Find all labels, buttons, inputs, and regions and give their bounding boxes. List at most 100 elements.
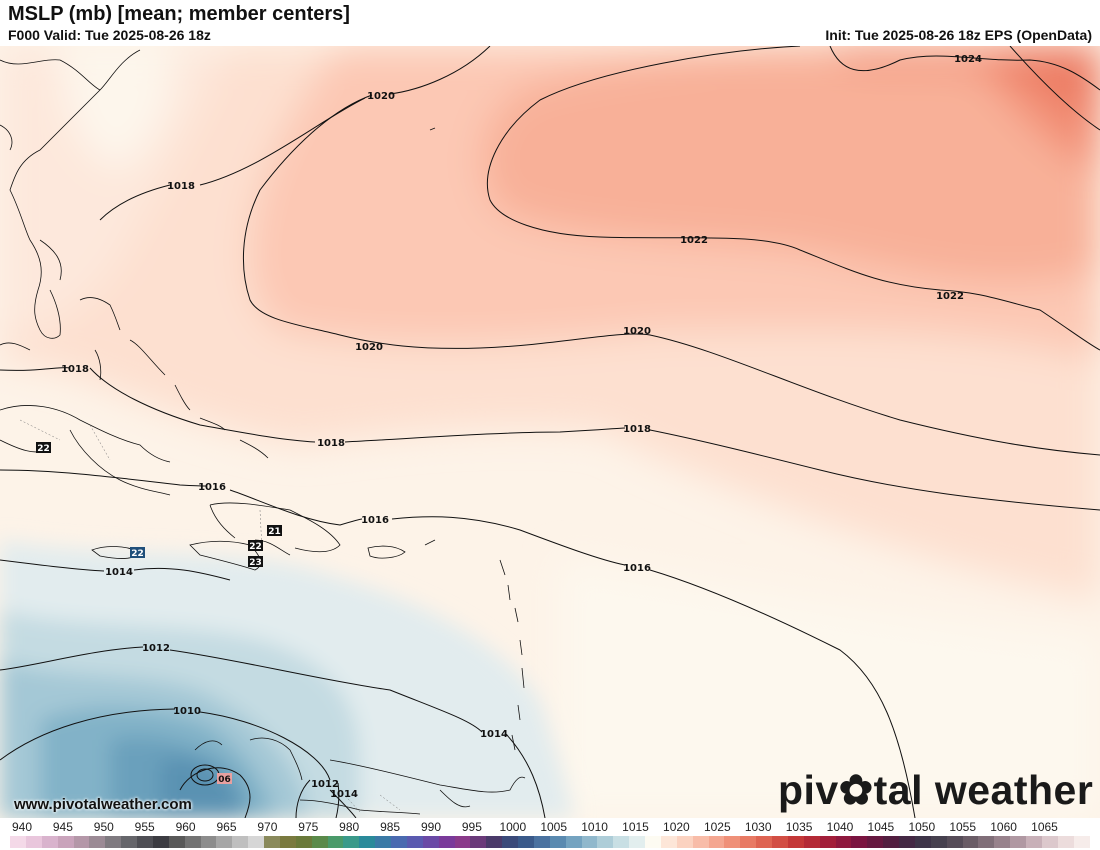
member-center-high: 22 bbox=[36, 442, 51, 454]
isobar-label: 1018 bbox=[167, 181, 195, 192]
scale-swatch bbox=[279, 836, 296, 848]
scale-swatch bbox=[1026, 836, 1042, 848]
scale-swatch bbox=[660, 836, 677, 848]
scale-tick-label: 975 bbox=[298, 820, 319, 834]
scale-swatch bbox=[89, 836, 106, 848]
scale-swatch bbox=[724, 836, 741, 848]
scale-swatch bbox=[740, 836, 757, 848]
scale-swatch bbox=[359, 836, 376, 848]
member-centers: 22 22 21 22 23 06 bbox=[36, 442, 282, 785]
scale-swatch bbox=[25, 836, 42, 848]
scale-tick-label: 985 bbox=[380, 820, 401, 834]
scale-tick-label: 950 bbox=[93, 820, 114, 834]
isobar-label: 1012 bbox=[142, 643, 170, 654]
scale-swatch bbox=[73, 836, 90, 848]
logo-gear-icon: ✿ bbox=[838, 767, 874, 813]
color-scale: 940 945 950 955 960 965 970 975 980 985 990 995 1000… bbox=[0, 818, 1100, 850]
isobar-label: 1018 bbox=[623, 424, 651, 435]
isobar-label: 1018 bbox=[317, 438, 345, 449]
scale-tick-label: 965 bbox=[216, 820, 237, 834]
isobar-label: 1014 bbox=[105, 567, 133, 578]
scale-swatch bbox=[549, 836, 566, 848]
coastlines bbox=[0, 49, 526, 815]
scale-swatch bbox=[200, 836, 217, 848]
scale-swatch bbox=[1057, 836, 1074, 848]
scale-tick-label: 1015 bbox=[622, 820, 649, 834]
scale-tick-label: 1040 bbox=[826, 820, 854, 834]
scale-swatch bbox=[787, 836, 804, 848]
low-pressure-shading bbox=[0, 540, 575, 818]
scale-tick-label: 955 bbox=[134, 820, 155, 834]
scale-tick-label: 960 bbox=[175, 820, 196, 834]
member-center-high: 22 bbox=[248, 540, 263, 552]
scale-swatch bbox=[105, 836, 122, 848]
scale-swatch bbox=[930, 836, 947, 848]
scale-swatch bbox=[962, 836, 979, 848]
scale-swatch bbox=[184, 836, 201, 848]
isobar-label: 1014 bbox=[480, 729, 508, 740]
scale-swatch bbox=[645, 836, 661, 848]
scale-swatch bbox=[375, 836, 391, 848]
scale-swatch bbox=[533, 836, 550, 848]
scale-tick-label: 1000 bbox=[499, 820, 527, 834]
scale-swatch bbox=[391, 836, 407, 848]
scale-swatch bbox=[137, 836, 153, 848]
scale-swatch bbox=[899, 836, 915, 848]
scale-tick-label: 1035 bbox=[785, 820, 813, 834]
scale-swatch bbox=[41, 836, 58, 848]
isobar-label-group: 1024 1022 1022 1020 1020 1020 1018 1018 … bbox=[61, 54, 982, 800]
scale-tick-label: 970 bbox=[257, 820, 278, 834]
isobar-label: 1022 bbox=[680, 235, 708, 246]
scale-swatch bbox=[486, 836, 503, 848]
scale-swatch bbox=[152, 836, 169, 848]
isobar-label: 1018 bbox=[61, 364, 89, 375]
scale-swatch bbox=[454, 836, 471, 848]
scale-swatch bbox=[438, 836, 455, 848]
scale-swatch bbox=[248, 836, 264, 848]
isobar-label: 1014 bbox=[330, 789, 358, 800]
isobar-label: 1024 bbox=[954, 54, 982, 65]
scale-swatch bbox=[502, 836, 518, 848]
scale-swatch bbox=[867, 836, 884, 848]
scale-tick-label: 1010 bbox=[581, 820, 608, 834]
scale-swatch bbox=[10, 836, 26, 848]
scale-tick-label: 940 bbox=[11, 820, 33, 834]
member-center-value: 22 bbox=[131, 549, 144, 559]
scale-swatch bbox=[994, 836, 1011, 848]
scale-swatch bbox=[835, 836, 852, 848]
init-time: Init: Tue 2025-08-26 18z EPS (OpenData) bbox=[825, 27, 1092, 43]
map-title: MSLP (mb) [mean; member centers] bbox=[8, 3, 350, 25]
scale-swatch bbox=[518, 836, 534, 848]
isobar-label: 1022 bbox=[936, 291, 964, 302]
scale-swatch bbox=[613, 836, 630, 848]
scale-tick-label: 1005 bbox=[540, 820, 568, 834]
scale-swatch bbox=[232, 836, 249, 848]
scale-swatch bbox=[121, 836, 137, 848]
scale-tick-label: 945 bbox=[52, 820, 73, 834]
member-center-high: 23 bbox=[248, 556, 263, 568]
scale-swatch bbox=[708, 836, 725, 848]
scale-tick-label: 1060 bbox=[990, 820, 1017, 834]
scale-bar bbox=[10, 836, 1090, 848]
scale-swatch bbox=[772, 836, 788, 848]
scale-tick-label: 980 bbox=[339, 820, 360, 834]
member-center-high: 22 bbox=[130, 547, 145, 559]
scale-swatch bbox=[470, 836, 487, 848]
scale-tick-label: 1025 bbox=[703, 820, 731, 834]
header: MSLP (mb) [mean; member centers] F000 Va… bbox=[0, 0, 1100, 46]
scale-swatch bbox=[1041, 836, 1058, 848]
scale-swatch bbox=[264, 836, 280, 848]
scale-swatch bbox=[327, 836, 344, 848]
member-center-value: 23 bbox=[249, 558, 262, 568]
scale-swatch bbox=[819, 836, 836, 848]
member-center-high: 21 bbox=[267, 525, 282, 537]
scale-swatch bbox=[311, 836, 328, 848]
isobar-label: 1020 bbox=[355, 342, 383, 353]
isobar-label: 1010 bbox=[173, 706, 201, 717]
scale-tick-label: 990 bbox=[420, 820, 442, 834]
pressure-shading bbox=[0, 46, 1100, 818]
scale-tick-label: 1030 bbox=[744, 820, 772, 834]
scale-swatch bbox=[692, 836, 709, 848]
isobar-label: 1016 bbox=[361, 515, 389, 526]
logo-text-start: piv bbox=[778, 767, 839, 813]
